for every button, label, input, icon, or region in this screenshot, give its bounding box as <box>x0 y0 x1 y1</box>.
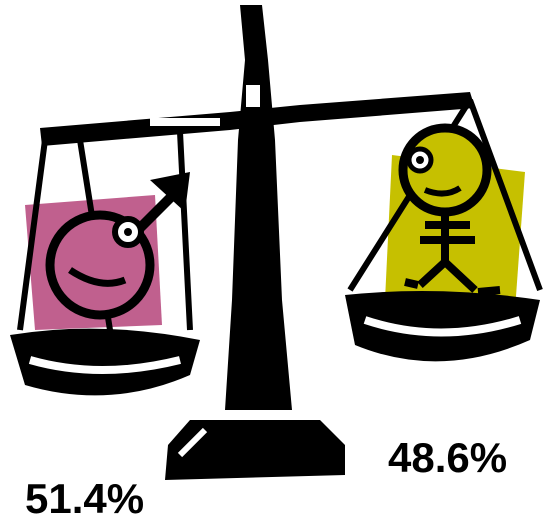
female-percentage: 48.6% <box>388 437 507 479</box>
post-highlight <box>246 85 260 107</box>
page: 48.6% 51.4% <box>0 0 545 519</box>
beam-highlight <box>150 118 220 126</box>
male-percentage: 51.4% <box>25 478 144 519</box>
male-pupil <box>124 228 132 236</box>
scale-post <box>225 5 292 410</box>
female-pupil <box>416 156 424 164</box>
scale-base <box>165 420 345 480</box>
